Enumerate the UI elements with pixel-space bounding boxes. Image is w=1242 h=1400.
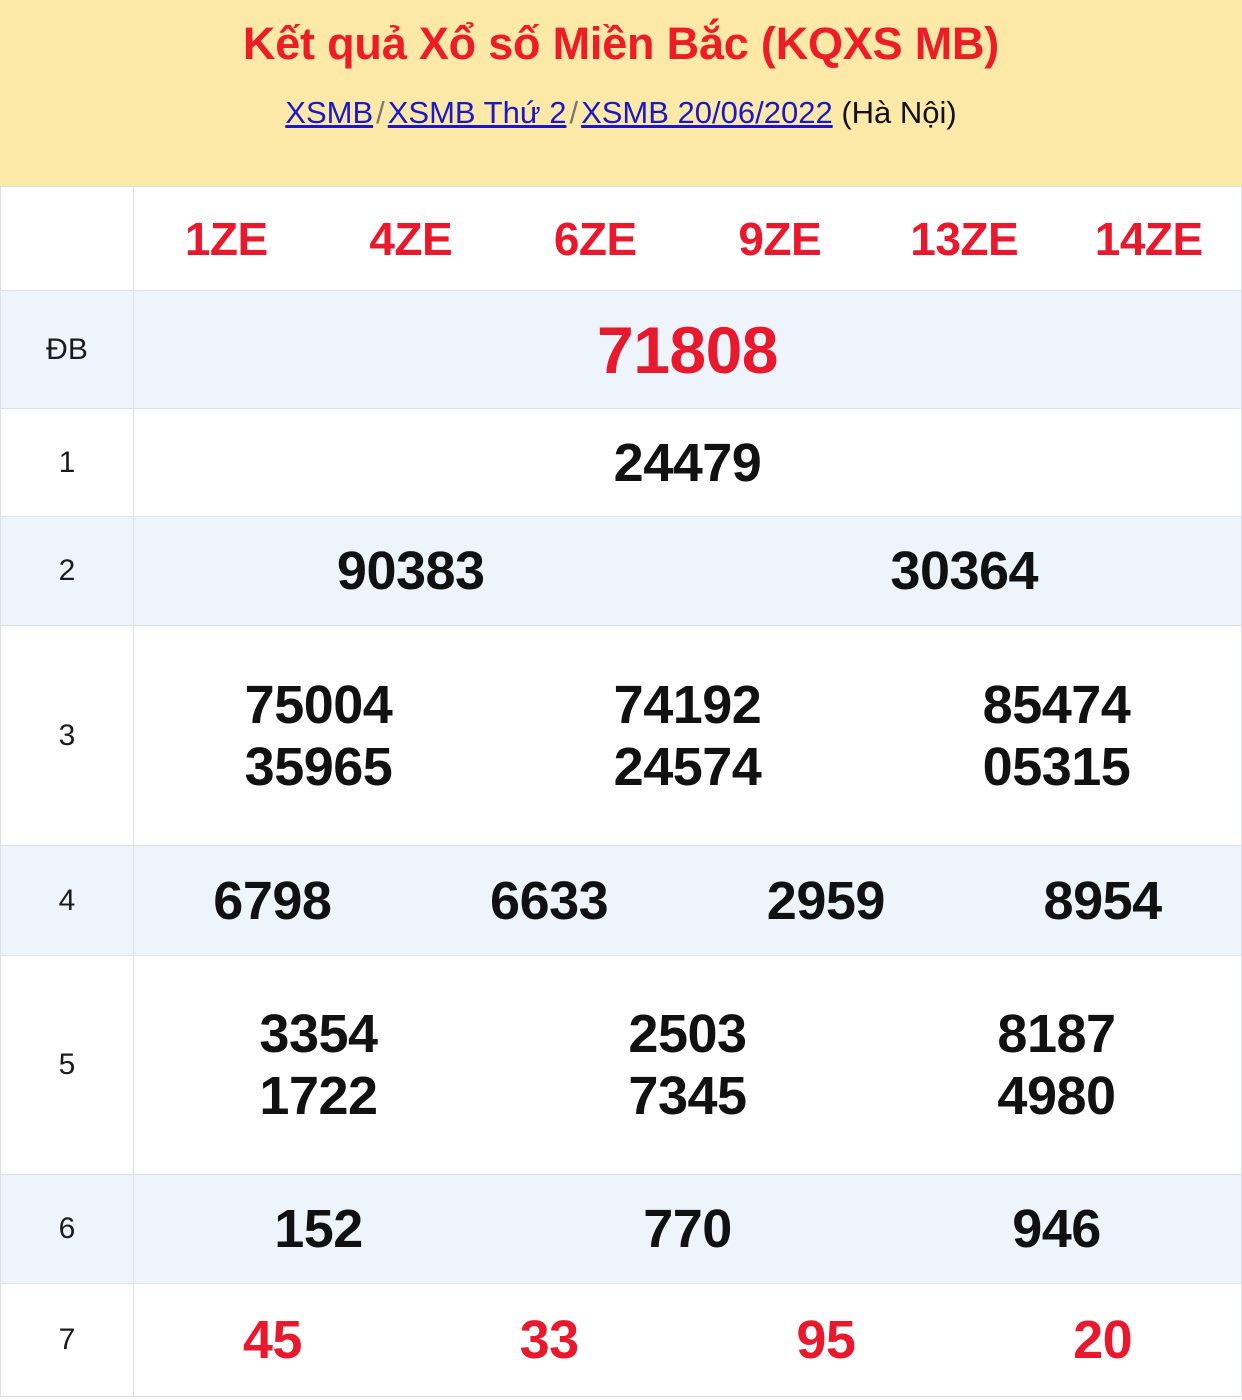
table-row-prize-5: 5 3354 2503 8187 1722 7345 4980	[0, 955, 1242, 1175]
prize-number: 4980	[997, 1066, 1116, 1126]
prize-number: 20	[1073, 1310, 1133, 1370]
prize-number: 35965	[244, 736, 393, 797]
column-header-4ze: 4ZE	[369, 212, 453, 265]
prize-label-5: 5	[0, 955, 134, 1175]
breadcrumb: XSMB/XSMB Thứ 2/XSMB 20/06/2022 (Hà Nội)	[0, 94, 1242, 131]
breadcrumb-region: (Hà Nội)	[841, 95, 957, 131]
prize-number: 3354	[259, 1004, 378, 1064]
table-row-column-headers: 1ZE 4ZE 6ZE 9ZE 13ZE 14ZE	[0, 186, 1242, 291]
prize-line: 152 770 946	[134, 1198, 1241, 1260]
prize-line: 3354 2503 8187	[134, 1003, 1241, 1065]
column-header-6ze: 6ZE	[553, 212, 637, 265]
prize-line: 24479	[134, 432, 1241, 494]
prize-number: 8954	[1043, 870, 1163, 931]
prize-number: 7345	[628, 1066, 747, 1126]
page-header: Kết quả Xổ số Miền Bắc (KQXS MB) XSMB/XS…	[0, 0, 1242, 186]
prize-label-6: 6	[0, 1174, 134, 1284]
breadcrumb-link-xsmb[interactable]: XSMB	[285, 95, 374, 131]
prize-number: 90383	[336, 541, 485, 601]
prize-values-3: 75004 74192 85474 35965 24574 05315	[133, 625, 1242, 846]
table-row-prize-1: 1 24479	[0, 408, 1242, 517]
prize-label-4: 4	[0, 845, 134, 956]
table-row-prize-4: 4 6798 6633 2959 8954	[0, 845, 1242, 956]
column-header-14ze: 14ZE	[1094, 212, 1203, 265]
table-row-prize-6: 6 152 770 946	[0, 1174, 1242, 1284]
column-header-1ze: 1ZE	[184, 212, 268, 265]
prize-number: 6798	[213, 870, 332, 931]
prize-values-5: 3354 2503 8187 1722 7345 4980	[133, 955, 1242, 1175]
prize-number: 95	[796, 1310, 856, 1370]
prize-number: 1722	[259, 1066, 378, 1126]
prize-line: 6798 6633 2959 8954	[134, 870, 1241, 932]
prize-values-7: 45 33 95 20	[133, 1283, 1242, 1397]
prize-values-đb: 71808	[133, 290, 1242, 409]
prize-line: 75004 74192 85474	[134, 674, 1241, 736]
prize-number: 75004	[244, 674, 393, 735]
prize-label-đb: ĐB	[0, 290, 134, 409]
prize-number: 8187	[997, 1004, 1116, 1064]
column-header-9ze: 9ZE	[738, 212, 822, 265]
prize-values-1: 24479	[133, 408, 1242, 517]
table-row-prize-đb: ĐB 71808	[0, 290, 1242, 409]
prize-number: 33	[519, 1310, 580, 1370]
breadcrumb-link-date[interactable]: XSMB 20/06/2022	[581, 95, 833, 131]
prize-number: 24574	[613, 736, 762, 797]
prize-number: 24479	[613, 432, 762, 493]
breadcrumb-separator-1: /	[376, 95, 385, 131]
prize-number: 30364	[890, 541, 1039, 601]
prize-values-2: 90383 30364	[133, 516, 1242, 626]
column-header-values-cell: 1ZE 4ZE 6ZE 9ZE 13ZE 14ZE	[133, 186, 1242, 291]
prize-values-6: 152 770 946	[133, 1174, 1242, 1284]
column-header-13ze: 13ZE	[910, 212, 1019, 265]
prize-line: 35965 24574 05315	[134, 736, 1241, 798]
breadcrumb-link-weekday[interactable]: XSMB Thứ 2	[387, 95, 567, 131]
prize-number: 05315	[982, 736, 1131, 797]
table-row-prize-2: 2 90383 30364	[0, 516, 1242, 626]
table-row-prize-7: 7 45 33 95 20	[0, 1283, 1242, 1397]
prize-line: 71808	[134, 312, 1241, 388]
prize-number: 946	[1012, 1199, 1101, 1259]
prize-number: 770	[643, 1199, 732, 1259]
prize-line: 1722 7345 4980	[134, 1065, 1241, 1127]
page-title: Kết quả Xổ số Miền Bắc (KQXS MB)	[242, 18, 1000, 69]
prize-label-2: 2	[0, 516, 134, 626]
prize-label-3: 3	[0, 625, 134, 846]
prize-number: 85474	[982, 674, 1131, 735]
prize-line: 90383 30364	[134, 540, 1241, 602]
prize-number: 2503	[628, 1004, 747, 1064]
prize-number: 6633	[490, 870, 609, 931]
prize-label-1: 1	[0, 408, 134, 517]
breadcrumb-separator-2: /	[569, 95, 579, 131]
lottery-results-table: 1ZE 4ZE 6ZE 9ZE 13ZE 14ZE ĐB 71808 1 24479 2 90383 3…	[0, 186, 1242, 1397]
prize-line: 45 33 95 20	[134, 1309, 1241, 1371]
prize-number: 74192	[613, 674, 762, 735]
prize-values-4: 6798 6633 2959 8954	[133, 845, 1242, 956]
prize-number: 2959	[766, 870, 886, 931]
column-header-line: 1ZE 4ZE 6ZE 9ZE 13ZE 14ZE	[134, 212, 1241, 266]
prize-number: 71808	[596, 312, 779, 387]
prize-label-7: 7	[0, 1283, 134, 1397]
prize-number: 45	[242, 1310, 303, 1370]
column-header-label-cell	[0, 186, 134, 291]
prize-number: 152	[274, 1199, 363, 1259]
table-row-prize-3: 3 75004 74192 85474 35965 24574 05315	[0, 625, 1242, 846]
